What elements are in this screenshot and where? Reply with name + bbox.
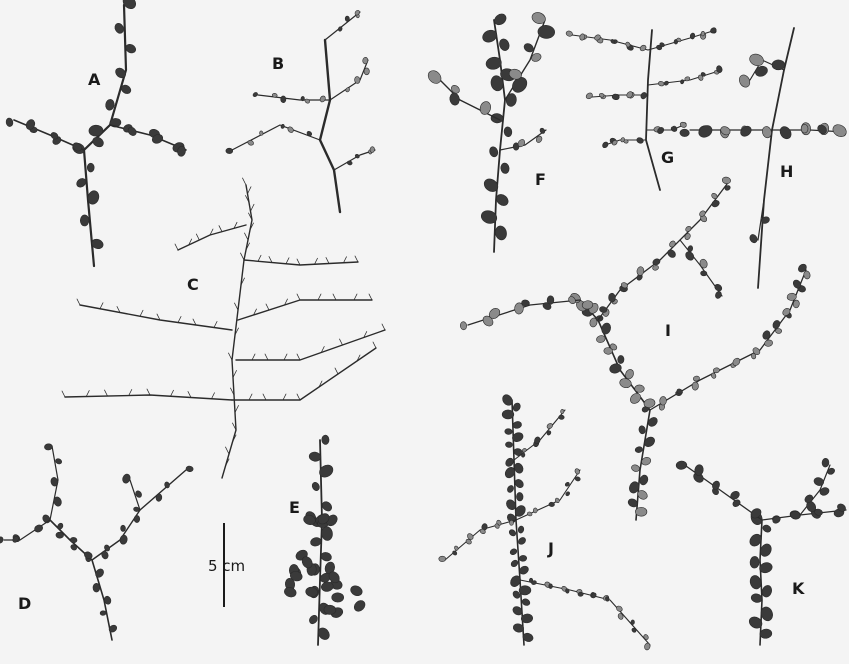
specimen-f (426, 11, 556, 252)
specimen-c (62, 178, 385, 478)
label-e: E (289, 500, 300, 516)
specimen-e (283, 435, 367, 645)
specimen-j (439, 393, 651, 651)
specimen-h (680, 28, 849, 288)
label-d: D (18, 596, 31, 612)
specimen-k (676, 458, 847, 645)
label-c: C (187, 277, 199, 293)
label-i: I (665, 323, 671, 339)
label-k: K (792, 581, 804, 597)
scale-bar-label: 5 cm (208, 559, 245, 574)
label-b: B (272, 56, 284, 72)
specimen-b (226, 9, 375, 212)
specimen-g (565, 27, 723, 190)
label-g: G (661, 150, 674, 166)
label-f: F (535, 172, 546, 188)
label-j: J (548, 541, 554, 557)
specimen-a (5, 0, 186, 266)
label-h: H (780, 164, 793, 180)
label-a: A (88, 72, 100, 88)
